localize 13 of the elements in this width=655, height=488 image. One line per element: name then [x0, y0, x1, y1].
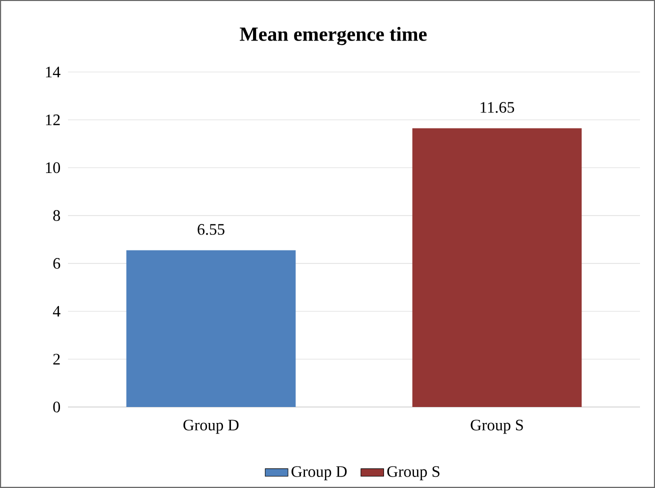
y-tick-label: 2 [53, 354, 60, 364]
y-tick-label: 4 [52, 306, 60, 317]
legend-label: Group D [292, 466, 347, 480]
y-tick-label: 0 [53, 402, 60, 412]
data-label: 11.65 [480, 102, 514, 113]
y-tick-label: 10 [46, 162, 60, 174]
y-tick-label: 8 [53, 210, 60, 221]
chart-title: Mean emergence time [240, 26, 427, 46]
legend-label: Group S [387, 466, 440, 480]
y-tick-label: 12 [46, 114, 60, 126]
y-tick-label: 14 [46, 66, 60, 78]
y-tick-label: 6 [53, 258, 60, 269]
data-label: 6.55 [198, 224, 224, 235]
